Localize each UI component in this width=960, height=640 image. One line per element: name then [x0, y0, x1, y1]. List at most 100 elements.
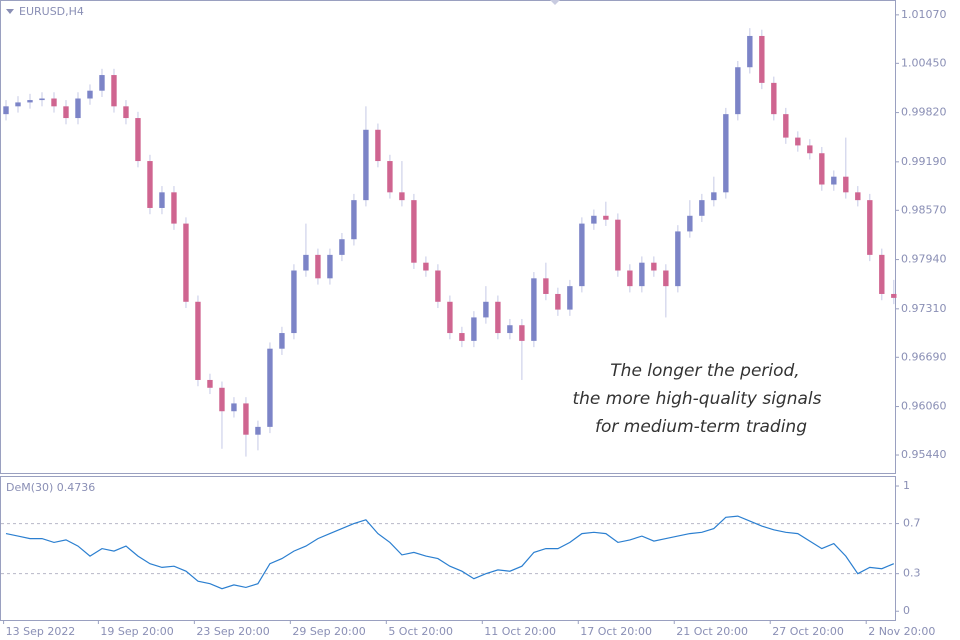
- candle-body: [555, 293, 561, 310]
- candle-body: [579, 223, 585, 287]
- y-tick-label: 0.95440: [901, 448, 947, 461]
- candle-body: [303, 254, 309, 271]
- candle-body: [807, 145, 813, 154]
- candle-body: [315, 254, 321, 279]
- candle-body: [15, 102, 21, 107]
- candle-body: [291, 270, 297, 334]
- candle-body: [495, 301, 501, 334]
- y-tick-label: 0.99820: [901, 106, 947, 119]
- candle-body: [123, 106, 129, 119]
- candle-body: [483, 301, 489, 318]
- candle-body: [591, 215, 597, 224]
- y-tick-label: 1.00450: [901, 56, 947, 69]
- candle-body: [51, 98, 57, 107]
- candle-body: [435, 270, 441, 302]
- candle-body: [423, 262, 429, 271]
- candle-body: [327, 254, 333, 279]
- candle-body: [771, 82, 777, 115]
- y-tick-label: 0.7: [903, 517, 921, 530]
- indicator-panel: [0, 476, 896, 621]
- candle-body: [351, 200, 357, 240]
- candle-body: [675, 231, 681, 287]
- y-tick-label: 1.01070: [901, 8, 947, 21]
- candle-body: [447, 301, 453, 334]
- candle-body: [183, 223, 189, 302]
- indicator-title: DeM(30) 0.4736: [6, 481, 95, 494]
- y-tick-label: 0.96060: [901, 400, 947, 413]
- price-panel: [0, 0, 896, 474]
- candle-body: [519, 325, 525, 341]
- candle-body: [567, 286, 573, 310]
- y-tick-label: 0: [903, 604, 910, 617]
- candle-body: [531, 278, 537, 341]
- y-tick-label: 0.97310: [901, 302, 947, 315]
- annotation: the more high-quality signals: [572, 389, 821, 409]
- x-tick-label: 17 Oct 20:00: [580, 625, 652, 638]
- candle-body: [615, 219, 621, 271]
- candle-body: [663, 270, 669, 287]
- x-tick-label: 21 Oct 20:00: [676, 625, 748, 638]
- y-tick-label: 1: [903, 479, 910, 492]
- candle-body: [687, 215, 693, 232]
- y-tick-label: 0.98570: [901, 203, 947, 216]
- candle-body: [39, 98, 45, 101]
- y-tick-label: 0.96690: [901, 350, 947, 363]
- candle-body: [147, 161, 153, 208]
- candle-body: [831, 176, 837, 185]
- candle-body: [639, 262, 645, 287]
- candle-body: [267, 348, 273, 427]
- candle-body: [855, 192, 861, 201]
- candle-body: [171, 192, 177, 224]
- candle-body: [711, 192, 717, 201]
- candle-body: [543, 278, 549, 294]
- y-tick-label: 0.97940: [901, 253, 947, 266]
- candle-body: [63, 106, 69, 119]
- candle-body: [87, 90, 93, 99]
- shift-marker: [550, 0, 560, 5]
- candle-body: [243, 403, 249, 435]
- candle-body: [843, 176, 849, 193]
- candle-body: [111, 75, 117, 107]
- candle-body: [783, 114, 789, 138]
- annotation: The longer the period,: [610, 361, 799, 381]
- candle-body: [375, 129, 381, 162]
- candle-body: [339, 239, 345, 255]
- candle-body: [819, 153, 825, 185]
- candle-body: [471, 317, 477, 341]
- candle-body: [411, 200, 417, 263]
- candle-body: [603, 215, 609, 220]
- candle-body: [891, 293, 897, 298]
- candle-body: [399, 192, 405, 201]
- candle-body: [219, 387, 225, 412]
- candle-body: [363, 129, 369, 201]
- x-tick-label: 2 Nov 20:00: [868, 625, 935, 638]
- candle-body: [699, 200, 705, 216]
- x-tick-label: 19 Sep 20:00: [100, 625, 173, 638]
- candle-body: [255, 426, 261, 435]
- annotation: for medium-term trading: [595, 417, 807, 437]
- candle-body: [795, 137, 801, 146]
- candle-body: [231, 403, 237, 412]
- candle-body: [459, 333, 465, 341]
- candle-body: [27, 100, 33, 103]
- candle-body: [387, 161, 393, 193]
- symbol-label: EURUSD,H4: [19, 5, 84, 18]
- candle-body: [135, 118, 141, 162]
- candle-body: [207, 379, 213, 388]
- candle-body: [867, 200, 873, 255]
- candle-body: [723, 114, 729, 193]
- candle-body: [195, 301, 201, 380]
- candle-body: [747, 35, 753, 68]
- x-tick-label: 5 Oct 20:00: [388, 625, 453, 638]
- candle-body: [759, 35, 765, 83]
- x-tick-label: 11 Oct 20:00: [484, 625, 556, 638]
- x-tick-label: 29 Sep 20:00: [292, 625, 365, 638]
- candle-body: [159, 192, 165, 208]
- candle-body: [735, 67, 741, 115]
- candle-body: [627, 270, 633, 287]
- candle-body: [3, 106, 9, 115]
- candle-body: [879, 254, 885, 294]
- x-tick-label: 23 Sep 20:00: [196, 625, 269, 638]
- dem-line: [5, 515, 895, 590]
